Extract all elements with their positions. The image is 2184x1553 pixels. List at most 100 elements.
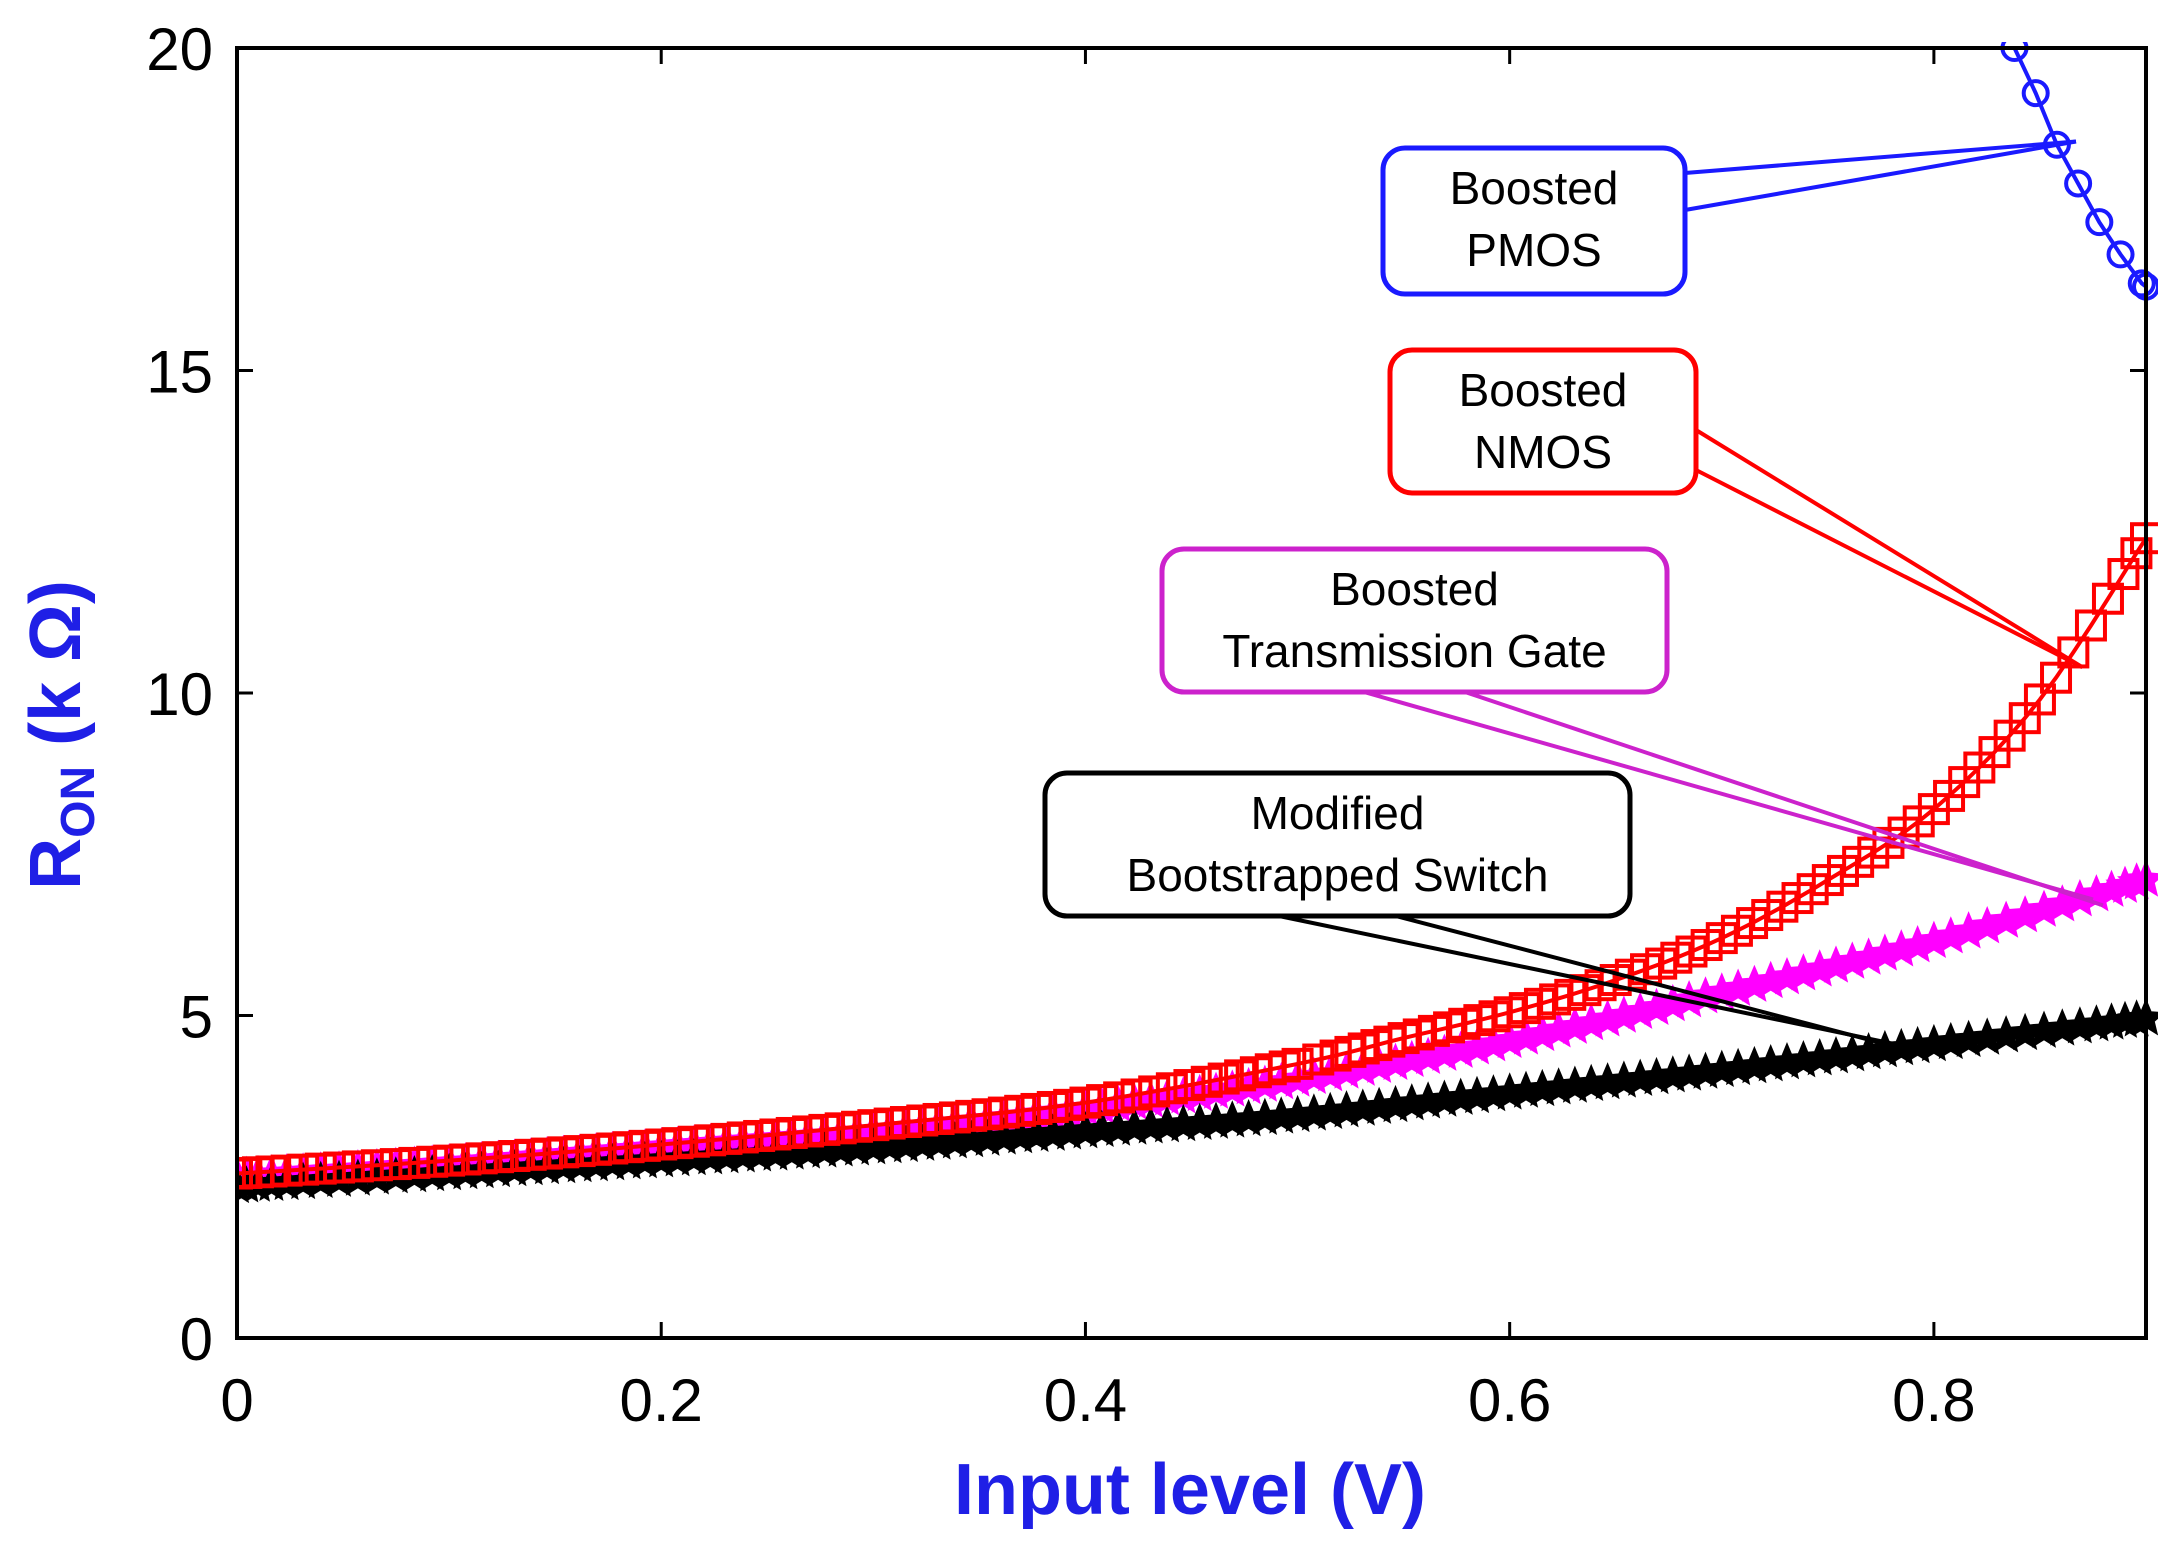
callout-leader: [1684, 139, 2077, 175]
callout-leader: [1684, 139, 2077, 212]
point-pmos: [2127, 269, 2156, 298]
point-nmos: [287, 1153, 320, 1186]
callout-leader: [1695, 468, 2084, 669]
point-nmos: [824, 1112, 857, 1145]
callout-leader: [1395, 914, 1924, 1056]
point-nmos: [416, 1145, 449, 1178]
point-nmos: [628, 1129, 661, 1162]
point-nmos: [792, 1115, 825, 1148]
point-nmos: [563, 1135, 596, 1168]
point-nmos: [379, 1148, 412, 1181]
point-nmos: [433, 1144, 466, 1177]
point-nmos: [237, 1157, 253, 1190]
point-nmos: [449, 1143, 482, 1176]
y-tick-label: 0: [180, 1306, 213, 1373]
y-tick-label: 5: [180, 984, 213, 1051]
point-nmos: [1190, 1065, 1223, 1098]
point-nmos: [360, 1149, 393, 1182]
point-pmos: [2106, 240, 2135, 269]
callout-pmos: Boosted PMOS: [1380, 139, 2077, 297]
callout-label: NMOS: [1474, 426, 1612, 478]
y-axis-title-main: R: [16, 838, 96, 890]
x-tick-label: 0: [220, 1367, 253, 1434]
point-nmos: [710, 1122, 743, 1155]
callout-mbs: Modified Bootstrapped Switch: [1042, 770, 1924, 1056]
point-nmos: [1155, 1072, 1188, 1105]
point-nmos: [841, 1110, 874, 1143]
callout-label: Modified: [1251, 787, 1425, 839]
point-nmos: [398, 1146, 431, 1179]
callout-leader: [1363, 690, 2094, 902]
point-nmos: [323, 1151, 356, 1184]
point-pmos: [2021, 79, 2050, 108]
series-line-pmos: [2012, 47, 2148, 289]
point-nmos: [1173, 1069, 1206, 1102]
point-nmos: [579, 1133, 612, 1166]
point-nmos: [270, 1154, 303, 1187]
series-nmos: [237, 522, 2158, 1190]
point-nmos: [906, 1104, 939, 1137]
callout-label: Transmission Gate: [1222, 625, 1606, 677]
point-nmos: [987, 1096, 1020, 1129]
x-axis-title: Input level (V): [954, 1450, 1426, 1530]
point-nmos: [1120, 1078, 1153, 1111]
callout-leader: [1278, 914, 1914, 1050]
x-tick-label: 0.2: [620, 1367, 703, 1434]
point-nmos: [2074, 609, 2107, 642]
point-nmos: [759, 1118, 792, 1151]
point-nmos: [2023, 683, 2056, 716]
point-nmos: [971, 1098, 1004, 1131]
callout-label: Boosted: [1459, 364, 1628, 416]
point-nmos: [808, 1113, 841, 1146]
point-nmos: [531, 1137, 564, 1170]
point-nmos: [694, 1124, 727, 1157]
y-axis-title-unit: (k Ω): [16, 580, 96, 766]
point-nmos: [1207, 1062, 1240, 1095]
point-nmos: [596, 1132, 629, 1165]
point-nmos: [1036, 1090, 1069, 1123]
point-nmos: [677, 1125, 710, 1158]
x-tick-label: 0.6: [1468, 1367, 1551, 1434]
callout-label: Bootstrapped Switch: [1127, 849, 1549, 901]
point-nmos: [1138, 1075, 1171, 1108]
y-tick-label: 10: [146, 661, 213, 728]
point-nmos: [645, 1128, 678, 1161]
point-nmos: [661, 1127, 694, 1160]
point-nmos: [1103, 1081, 1136, 1114]
y-tick-label: 20: [146, 16, 213, 83]
callout-box: [1159, 546, 1670, 695]
point-nmos: [547, 1136, 580, 1169]
point-nmos: [873, 1107, 906, 1140]
point-nmos: [955, 1099, 988, 1132]
callout-layer: Boosted PMOS Boosted NMOS Boosted Transmissio…: [1042, 139, 2104, 1056]
point-nmos: [498, 1140, 531, 1173]
point-nmos: [1069, 1086, 1102, 1119]
series-layer: [237, 42, 2158, 1204]
callout-box: [1380, 145, 1688, 297]
point-nmos: [1020, 1092, 1053, 1125]
point-nmos: [1086, 1084, 1119, 1117]
point-pmos: [2064, 169, 2093, 198]
point-nmos: [775, 1116, 808, 1149]
point-nmos: [743, 1119, 776, 1152]
point-nmos: [465, 1142, 498, 1175]
point-nmos: [1053, 1088, 1086, 1121]
point-nmos: [2040, 661, 2073, 694]
x-tick-label: 0.4: [1044, 1367, 1127, 1434]
point-nmos: [1004, 1094, 1037, 1127]
point-nmos: [612, 1131, 645, 1164]
y-tick-label: 15: [146, 339, 213, 406]
point-nmos: [514, 1138, 547, 1171]
callout-box: [1042, 770, 1633, 919]
point-nmos: [922, 1102, 955, 1135]
point-nmos: [726, 1121, 759, 1154]
point-nmos: [889, 1106, 922, 1139]
callout-box: [1387, 347, 1699, 496]
callout-leader: [1464, 690, 2104, 908]
point-nmos: [341, 1150, 374, 1183]
x-tick-label: 0.8: [1892, 1367, 1975, 1434]
callout-nmos: Boosted NMOS: [1387, 347, 2084, 669]
callout-label: Boosted: [1450, 162, 1619, 214]
point-nmos: [304, 1152, 337, 1185]
